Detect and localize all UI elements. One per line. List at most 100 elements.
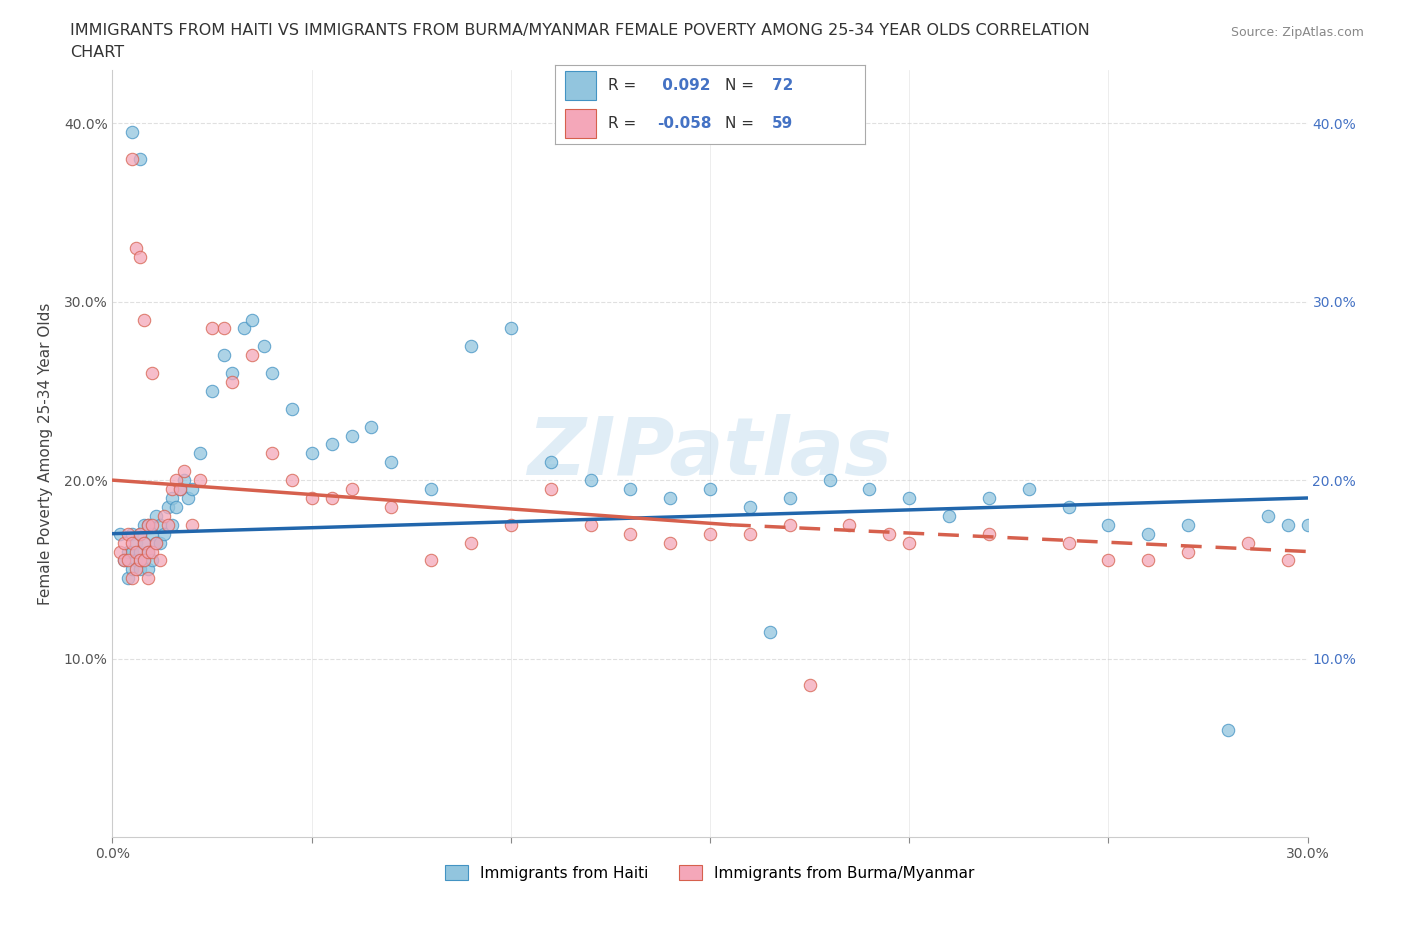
Point — [233, 321, 256, 336]
Text: IMMIGRANTS FROM HAITI VS IMMIGRANTS FROM BURMA/MYANMAR FEMALE POVERTY AMONG 25-3: IMMIGRANTS FROM HAITI VS IMMIGRANTS FROM… — [70, 23, 1090, 38]
Point — [145, 509, 167, 524]
Text: 59: 59 — [772, 116, 793, 131]
Point — [141, 544, 163, 559]
Text: R =: R = — [607, 116, 636, 131]
Point — [177, 490, 200, 505]
Point — [579, 472, 602, 487]
Point — [1177, 544, 1199, 559]
Point — [134, 517, 156, 532]
Point — [169, 482, 191, 497]
Point — [779, 490, 801, 505]
Point — [141, 553, 163, 568]
Point — [138, 517, 160, 532]
Point — [221, 375, 243, 390]
Point — [1277, 517, 1299, 532]
Point — [153, 526, 176, 541]
Point — [134, 535, 156, 550]
Point — [141, 526, 163, 541]
Point — [129, 562, 152, 577]
Point — [301, 446, 323, 461]
Point — [121, 562, 143, 577]
Point — [117, 544, 139, 559]
Point — [129, 553, 152, 568]
Point — [321, 490, 343, 505]
Point — [125, 562, 148, 577]
Point — [129, 152, 152, 166]
Point — [818, 472, 841, 487]
Point — [110, 544, 132, 559]
Point — [321, 437, 343, 452]
Point — [121, 544, 143, 559]
Point — [138, 544, 160, 559]
Point — [253, 339, 276, 353]
FancyBboxPatch shape — [565, 110, 596, 138]
Point — [977, 526, 1000, 541]
Point — [165, 499, 187, 514]
Point — [879, 526, 901, 541]
Point — [1137, 553, 1160, 568]
Point — [499, 517, 522, 532]
Point — [838, 517, 860, 532]
Point — [619, 482, 641, 497]
Point — [212, 321, 235, 336]
Point — [579, 517, 602, 532]
Point — [165, 472, 187, 487]
Text: Source: ZipAtlas.com: Source: ZipAtlas.com — [1230, 26, 1364, 39]
Point — [460, 339, 482, 353]
Point — [173, 464, 195, 479]
Point — [153, 509, 176, 524]
Point — [1057, 499, 1080, 514]
Point — [460, 535, 482, 550]
Point — [121, 571, 143, 586]
Point — [117, 526, 139, 541]
Point — [1137, 526, 1160, 541]
Text: N =: N = — [725, 116, 755, 131]
Point — [125, 553, 148, 568]
Point — [898, 490, 921, 505]
Point — [779, 517, 801, 532]
Text: CHART: CHART — [70, 45, 124, 60]
Point — [1018, 482, 1040, 497]
Point — [1296, 517, 1319, 532]
Point — [499, 321, 522, 336]
Point — [157, 499, 180, 514]
Point — [121, 535, 143, 550]
Point — [138, 544, 160, 559]
Point — [699, 482, 721, 497]
Point — [858, 482, 880, 497]
Point — [114, 553, 135, 568]
Point — [121, 526, 143, 541]
Point — [114, 553, 135, 568]
Point — [340, 428, 363, 443]
Point — [201, 383, 224, 398]
Point — [145, 535, 167, 550]
Point — [281, 402, 304, 417]
Point — [1097, 517, 1119, 532]
Point — [380, 455, 402, 470]
Point — [281, 472, 304, 487]
Point — [240, 312, 263, 327]
Point — [420, 553, 443, 568]
Point — [173, 472, 195, 487]
Point — [114, 535, 135, 550]
Point — [121, 152, 143, 166]
Text: 72: 72 — [772, 78, 793, 93]
Point — [138, 571, 160, 586]
Point — [212, 348, 235, 363]
Point — [134, 312, 156, 327]
Point — [149, 535, 172, 550]
Point — [121, 125, 143, 140]
Point — [1057, 535, 1080, 550]
Point — [1257, 509, 1279, 524]
Point — [181, 482, 204, 497]
Point — [1277, 553, 1299, 568]
Point — [619, 526, 641, 541]
Text: -0.058: -0.058 — [658, 116, 711, 131]
Point — [301, 490, 323, 505]
Point — [540, 482, 562, 497]
Point — [157, 517, 180, 532]
Text: 0.092: 0.092 — [658, 78, 711, 93]
Point — [1177, 517, 1199, 532]
Point — [110, 526, 132, 541]
Point — [659, 490, 682, 505]
